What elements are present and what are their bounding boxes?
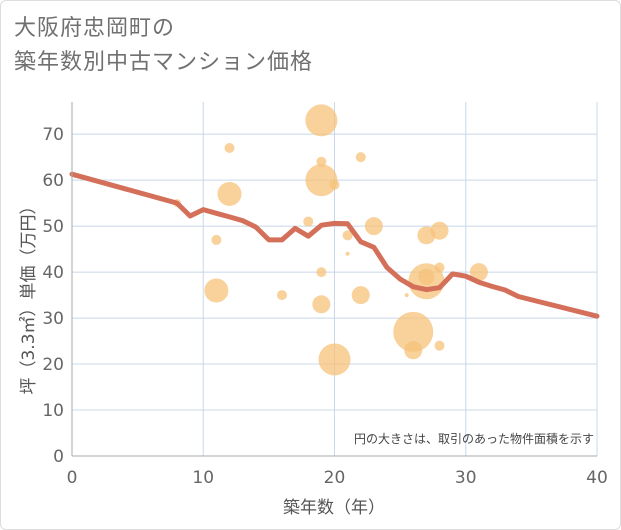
chart-title: 大阪府忠岡町の 築年数別中古マンション価格 [14,12,313,80]
x-axis-label: 築年数（年） [283,498,385,518]
y-tick-label: 30 [42,309,64,329]
title-line-2: 築年数別中古マンション価格 [14,50,314,75]
bubble-point [404,293,409,298]
bubble-point [469,263,488,282]
bubble-point [434,340,445,351]
bubble-point [364,217,383,236]
y-axis-label: 坪（3.3㎡）単価（万円） [19,197,39,394]
bubble-point [277,290,287,301]
y-tick-label: 0 [53,447,64,467]
x-tick-label: 30 [455,468,477,488]
bubble-point [329,179,340,190]
bubble-point [224,142,235,153]
bubble-point [351,286,370,305]
x-tick-label: 20 [324,468,346,488]
title-line-1: 大阪府忠岡町の [14,16,176,41]
y-tick-label: 20 [42,355,64,375]
y-tick-label: 10 [42,401,64,421]
x-tick-label: 10 [192,468,214,488]
y-tick-label: 70 [42,125,64,145]
y-tick-label: 40 [42,263,64,283]
bubble-point [430,221,449,240]
bubble-point [303,216,314,227]
bubble-point [345,251,350,256]
axes [71,102,597,457]
bubble-point [355,152,366,163]
trend-line [69,171,600,319]
grid [72,102,598,456]
bubble-point [211,234,222,245]
bubble-point [305,164,338,197]
bubble-point [204,278,229,303]
x-tick-label: 0 [67,468,78,488]
bubbles [173,104,488,376]
trend-line-group [69,171,600,319]
y-tick-label: 60 [42,171,64,191]
bubble-point [418,268,435,285]
bubble-point [342,230,353,241]
bubble-point [316,267,327,278]
bubble-point [316,156,327,167]
y-tick-label: 50 [42,217,64,237]
bubble-point [404,341,423,360]
bubble-point [217,181,242,206]
bubble-point [318,343,351,376]
bubble-point [305,104,338,137]
size-annotation: 円の大きさは、取引のあった物件面積を示す [354,431,594,446]
bubble-point [393,311,434,352]
x-tick-label: 40 [586,468,608,488]
tick-labels: 0 10 20 30 40 50 60 70 0 10 20 30 40 [42,125,607,488]
bubble-point [434,262,445,273]
bubble-point [312,295,331,314]
